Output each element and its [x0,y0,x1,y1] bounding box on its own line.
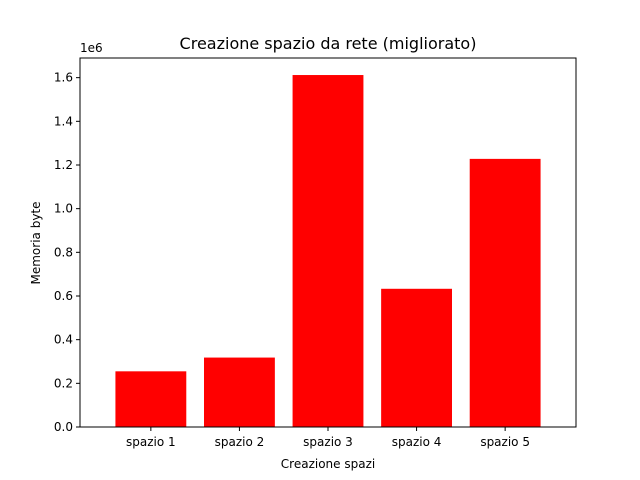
x-tick-label: spazio 3 [303,435,353,449]
y-tick-label: 0.0 [54,420,73,434]
bar-spazio-5 [469,158,541,427]
y-tick-label: 1.0 [54,202,73,216]
y-ticks-group: 0.0 0.2 0.4 0.6 0.8 1.0 1.2 1.4 1.6 [54,71,80,434]
y-tick-label: 1.4 [54,114,73,128]
y-axis-label: Memoria byte [29,201,43,284]
x-tick-label: spazio 1 [126,435,176,449]
y-tick-label: 0.4 [54,333,73,347]
bars-group [115,75,541,428]
x-tick-label: spazio 5 [480,435,530,449]
y-axis-offset-label: 1e6 [80,41,103,55]
y-tick-label: 0.6 [54,289,73,303]
x-ticks-group: spazio 1 spazio 2 spazio 3 spazio 4 spazio 5 [126,427,530,449]
y-tick-label: 0.2 [54,376,73,390]
y-tick-label: 1.6 [54,71,73,85]
bar-spazio-2 [204,357,275,427]
x-tick-label: spazio 2 [215,435,265,449]
bar-spazio-4 [381,288,452,427]
bar-spazio-1 [115,371,187,427]
y-tick-label: 0.8 [54,245,73,259]
plot-frame [79,57,577,428]
x-axis-label: Creazione spazi [281,457,375,471]
chart-title: Creazione spazio da rete (migliorato) [180,34,477,53]
bar-spazio-3 [292,75,364,428]
x-tick-label: spazio 4 [392,435,442,449]
y-tick-label: 1.2 [54,158,73,172]
